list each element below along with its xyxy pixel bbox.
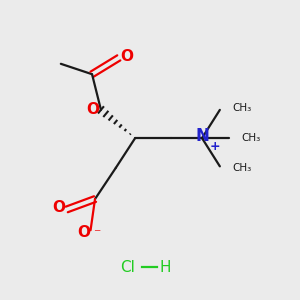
Text: CH₃: CH₃: [241, 133, 260, 143]
Text: N: N: [195, 127, 209, 145]
Text: O: O: [120, 49, 133, 64]
Text: Cl: Cl: [120, 260, 135, 275]
Text: +: +: [209, 140, 220, 153]
Text: O: O: [52, 200, 65, 215]
Text: ⁻: ⁻: [93, 227, 101, 241]
Text: CH₃: CH₃: [232, 103, 252, 113]
Text: O: O: [86, 102, 99, 117]
Text: O: O: [77, 225, 91, 240]
Text: CH₃: CH₃: [232, 163, 252, 173]
Text: H: H: [159, 260, 171, 275]
